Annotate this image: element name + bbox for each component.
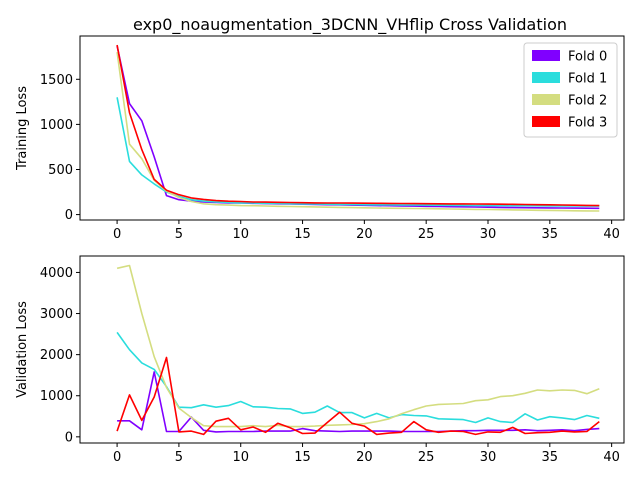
series-line-fold-1 (116, 331, 600, 424)
top-axes: 0 5 10 15 20 25 30 35 40 0 500 1000 1500 Training Los… (15, 35, 625, 242)
y-tick-label: 1000 (40, 118, 73, 133)
legend-label-fold-0: Fold 0 (568, 50, 607, 65)
x-tick-label: 35 (542, 450, 559, 465)
x-tick-label: 20 (356, 227, 373, 242)
legend-swatch-fold-0 (532, 50, 560, 61)
axes-frame (79, 35, 625, 221)
chart-title: exp0_noaugmentation_3DCNN_VHflip Cross V… (133, 15, 567, 35)
axes-frame (79, 255, 625, 444)
bottom-axes: 0 5 10 15 20 25 30 35 40 0 1000 2000 3000 4000 Validat… (15, 255, 625, 465)
series-line-fold-1 (116, 97, 600, 207)
x-tick-label: 5 (175, 227, 183, 242)
series-line-fold-2 (116, 52, 600, 212)
y-tick-label: 1500 (40, 73, 73, 88)
y-tick-label: 0 (65, 208, 73, 223)
x-tick-label: 0 (113, 227, 121, 242)
legend-label-fold-1: Fold 1 (568, 72, 607, 87)
legend-swatch-fold-3 (532, 116, 560, 127)
y-axis-label: Training Loss (15, 86, 30, 171)
legend: Fold 0 Fold 1 Fold 2 Fold 3 (523, 42, 618, 138)
legend-label-fold-3: Fold 3 (568, 116, 607, 131)
x-tick-label: 30 (480, 227, 497, 242)
x-tick-label: 35 (542, 227, 559, 242)
y-axis-label: Validation Loss (15, 301, 30, 398)
y-tick-label: 3000 (40, 307, 73, 322)
x-tick-label: 30 (480, 450, 497, 465)
x-tick-label: 10 (232, 227, 249, 242)
series-line-fold-3 (116, 356, 600, 436)
x-tick-label: 25 (418, 450, 435, 465)
y-tick-label: 4000 (40, 266, 73, 281)
x-tick-label: 40 (603, 227, 620, 242)
x-tick-label: 15 (294, 450, 311, 465)
x-tick-label: 10 (232, 450, 249, 465)
legend-label-fold-2: Fold 2 (568, 94, 607, 109)
y-tick-label: 2000 (40, 348, 73, 363)
legend-swatch-fold-2 (532, 94, 560, 105)
x-tick-label: 0 (113, 450, 121, 465)
x-tick-label: 5 (175, 450, 183, 465)
series-line-fold-3 (116, 44, 600, 207)
x-tick-label: 20 (356, 450, 373, 465)
y-tick-label: 500 (48, 163, 73, 178)
x-tick-label: 15 (294, 227, 311, 242)
x-tick-label: 25 (418, 227, 435, 242)
y-tick-label: 0 (65, 430, 73, 445)
legend-box (523, 42, 618, 138)
x-tick-label: 40 (603, 450, 620, 465)
y-tick-label: 1000 (40, 389, 73, 404)
legend-swatch-fold-1 (532, 72, 560, 83)
